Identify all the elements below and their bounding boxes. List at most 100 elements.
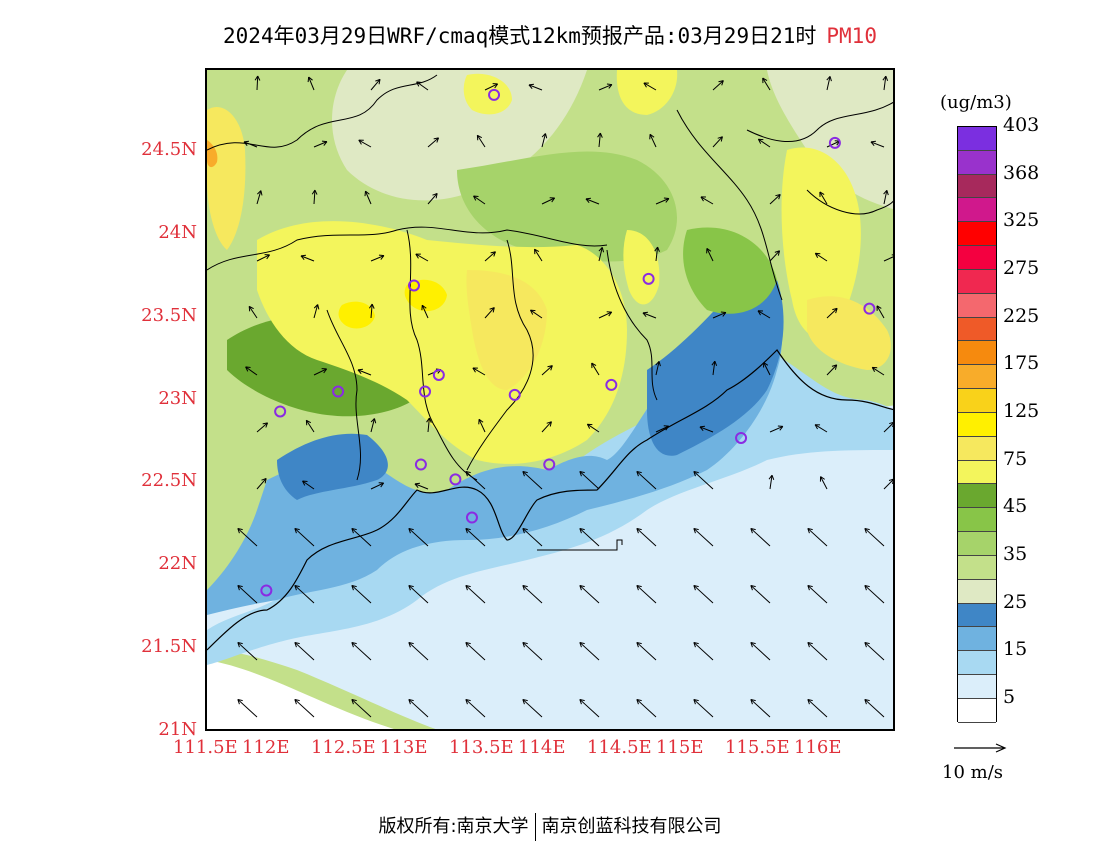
wind-vector [693,641,714,661]
station-marker [863,302,876,315]
colorbar-label: 35 [1003,543,1028,566]
colorbar-swatch [958,127,996,151]
wind-vector [757,310,771,319]
wind-vector [427,192,438,205]
colorbar-swatch [958,198,996,223]
wind-vector [522,584,543,604]
wind-vector [769,250,781,262]
colorbar-swatch [958,651,996,676]
wind-vector [351,584,372,604]
wind-vector [693,527,714,547]
yellow-shaoguan [463,73,512,115]
wind-vector [711,360,718,376]
wind-vector [706,247,714,262]
lon-tick-label: 114.5E [587,737,652,758]
wind-vector [294,527,315,547]
wind-vector [769,425,784,433]
wind-reference-arrow [954,743,1007,753]
wind-vector [522,527,543,547]
wind-vector [826,364,838,376]
lat-tick-label: 22.5N [141,470,197,492]
wind-vector [579,698,600,718]
wind-vector [294,641,315,661]
colorbar-swatch [958,460,996,485]
colorbar-swatch [958,150,996,175]
wind-vector [294,584,315,604]
wind-vector [883,478,893,490]
wind-vector [807,584,828,604]
wind-vector [882,75,889,91]
wind-vectors [237,75,893,718]
wind-vector [655,361,661,376]
wind-vector [597,132,603,148]
wind-vector [763,362,771,376]
wind-vector [256,422,269,433]
wind-vector [358,139,372,148]
wind-vector [876,305,885,319]
colorbar-swatch [958,412,996,437]
station-marker [414,458,427,471]
wind-vector [472,367,486,376]
wind-vector [357,368,372,376]
colorbar-swatch [958,436,996,461]
pm10-field-map [207,70,893,729]
wind-vector [750,527,771,547]
wind-vector [256,477,267,490]
wind-vector [814,424,828,433]
station-marker [419,385,432,398]
wind-vector [415,253,429,262]
wind-vector [598,247,605,262]
boundaries [207,74,893,551]
wind-vector [814,252,828,262]
wind-vector [750,698,771,718]
yellow-north-top [616,70,678,115]
station-marker [432,368,445,381]
wind-vector [819,191,828,205]
wind-vector [256,190,263,205]
wind-vector [484,307,495,319]
wind-vector [305,419,315,433]
station-marker [449,473,462,486]
colorbar-swatch [958,627,996,652]
wind-vector [807,527,828,547]
wind-vector [465,527,486,547]
coastal-darkblue-east [647,274,784,456]
yellow-hotspot-1 [404,279,447,312]
wind-vector [530,309,543,319]
wind-vector [364,190,372,205]
wind-vector [864,527,885,547]
wind-vector [313,304,320,319]
yellow-heyuan [623,230,660,305]
wind-vector [636,527,657,547]
wind-vector [864,698,885,718]
lon-tick-label: 113E [380,737,428,758]
wind-vector [351,641,372,661]
yellow-hotspot-2 [338,301,375,329]
wind-vector [408,698,429,718]
wind-vector [408,641,429,661]
wind-vector [598,311,613,319]
station-marker [508,388,521,401]
colorbar-label: 125 [1003,400,1040,423]
wind-vector [586,423,600,433]
title-species: PM10 [826,24,877,48]
wind-vector [307,76,315,91]
coastline [207,349,893,651]
colorbar-swatch [958,365,996,390]
colorbar-swatch [958,698,996,723]
wind-vector [819,476,828,490]
wind-vector [712,80,724,91]
wind-vector [541,365,553,376]
wind-vector [591,362,600,376]
pale-ne [767,70,893,209]
wind-vector [636,470,657,490]
wind-vector [883,422,893,433]
wind-vector [693,698,714,718]
colorbar-label: 45 [1003,495,1028,518]
colorbar-swatch [958,341,996,366]
lat-tick-label: 21N [158,719,197,740]
yellow-core [466,270,547,390]
lon-tick-label: 112.5E [311,737,376,758]
wind-vector [579,584,600,604]
wind-vector [248,305,258,319]
